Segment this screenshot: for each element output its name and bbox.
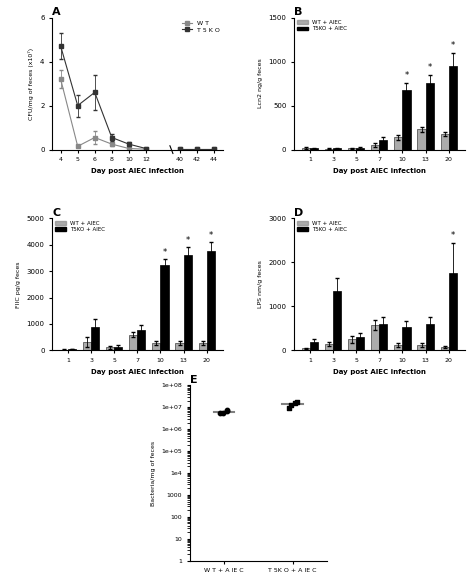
- Text: D: D: [294, 207, 303, 217]
- Point: [293, 397, 301, 406]
- Text: A: A: [52, 7, 61, 17]
- Bar: [356, 148, 365, 150]
- Text: B: B: [294, 7, 302, 17]
- Bar: [394, 137, 402, 150]
- Legend: WT + AIEC, T5KO + AIEC: WT + AIEC, T5KO + AIEC: [297, 20, 347, 32]
- Bar: [371, 325, 379, 350]
- X-axis label: Day post AIEC infection: Day post AIEC infection: [91, 369, 184, 374]
- Bar: [449, 66, 457, 150]
- Bar: [371, 145, 379, 150]
- X-axis label: Day post AIEC infection: Day post AIEC infection: [91, 168, 184, 174]
- Legend: W T, T 5 K O: W T, T 5 K O: [182, 20, 219, 33]
- Legend: WT + AIEC, T5KO + AIEC: WT + AIEC, T5KO + AIEC: [55, 221, 106, 232]
- Y-axis label: CFU/mg of feces (x10⁷): CFU/mg of feces (x10⁷): [28, 47, 35, 120]
- Bar: [302, 348, 310, 350]
- Bar: [207, 251, 215, 350]
- Text: C: C: [52, 207, 60, 217]
- Bar: [152, 343, 161, 350]
- Bar: [325, 149, 333, 150]
- Bar: [106, 347, 114, 350]
- Bar: [379, 140, 387, 150]
- Bar: [91, 328, 99, 350]
- Bar: [426, 324, 434, 350]
- Bar: [356, 337, 365, 350]
- Y-axis label: Lcn2 ng/g feces: Lcn2 ng/g feces: [258, 59, 263, 109]
- Bar: [114, 347, 122, 350]
- Bar: [83, 342, 91, 350]
- Point: [292, 399, 299, 408]
- X-axis label: Day post AIEC infection: Day post AIEC infection: [333, 168, 426, 174]
- Bar: [418, 130, 426, 150]
- Point: [224, 407, 231, 416]
- Bar: [379, 324, 387, 350]
- Y-axis label: Bacteria/mg of feces: Bacteria/mg of feces: [151, 440, 155, 506]
- Bar: [175, 343, 183, 350]
- X-axis label: Day post AIEC infection: Day post AIEC infection: [333, 369, 426, 374]
- Bar: [310, 342, 318, 350]
- Text: *: *: [163, 248, 167, 257]
- Bar: [394, 345, 402, 350]
- Bar: [333, 291, 341, 350]
- Bar: [129, 335, 137, 350]
- Point: [219, 408, 227, 417]
- Text: *: *: [451, 41, 455, 50]
- Bar: [310, 148, 318, 150]
- Bar: [137, 331, 146, 350]
- Text: *: *: [428, 63, 432, 72]
- Bar: [199, 343, 207, 350]
- Bar: [402, 90, 410, 150]
- Point: [287, 400, 294, 409]
- Bar: [418, 345, 426, 350]
- Legend: WT + AIEC, T5KO + AIEC: WT + AIEC, T5KO + AIEC: [297, 221, 347, 232]
- Bar: [302, 148, 310, 150]
- Point: [223, 405, 230, 415]
- Bar: [161, 265, 169, 350]
- Bar: [402, 326, 410, 350]
- Bar: [348, 148, 356, 150]
- Text: *: *: [209, 231, 213, 240]
- Bar: [449, 273, 457, 350]
- Bar: [333, 148, 341, 150]
- Bar: [183, 255, 191, 350]
- Bar: [68, 349, 76, 350]
- Text: *: *: [185, 237, 190, 245]
- Text: E: E: [190, 375, 197, 385]
- Bar: [325, 344, 333, 350]
- Point: [285, 404, 292, 413]
- Bar: [348, 339, 356, 350]
- Y-axis label: FIIC pg/g feces: FIIC pg/g feces: [16, 261, 21, 308]
- Point: [216, 408, 224, 418]
- Bar: [426, 83, 434, 150]
- Text: *: *: [404, 71, 409, 80]
- Bar: [441, 134, 449, 150]
- Y-axis label: LPS nm/g feces: LPS nm/g feces: [258, 260, 263, 308]
- Bar: [441, 347, 449, 350]
- Text: *: *: [451, 231, 455, 241]
